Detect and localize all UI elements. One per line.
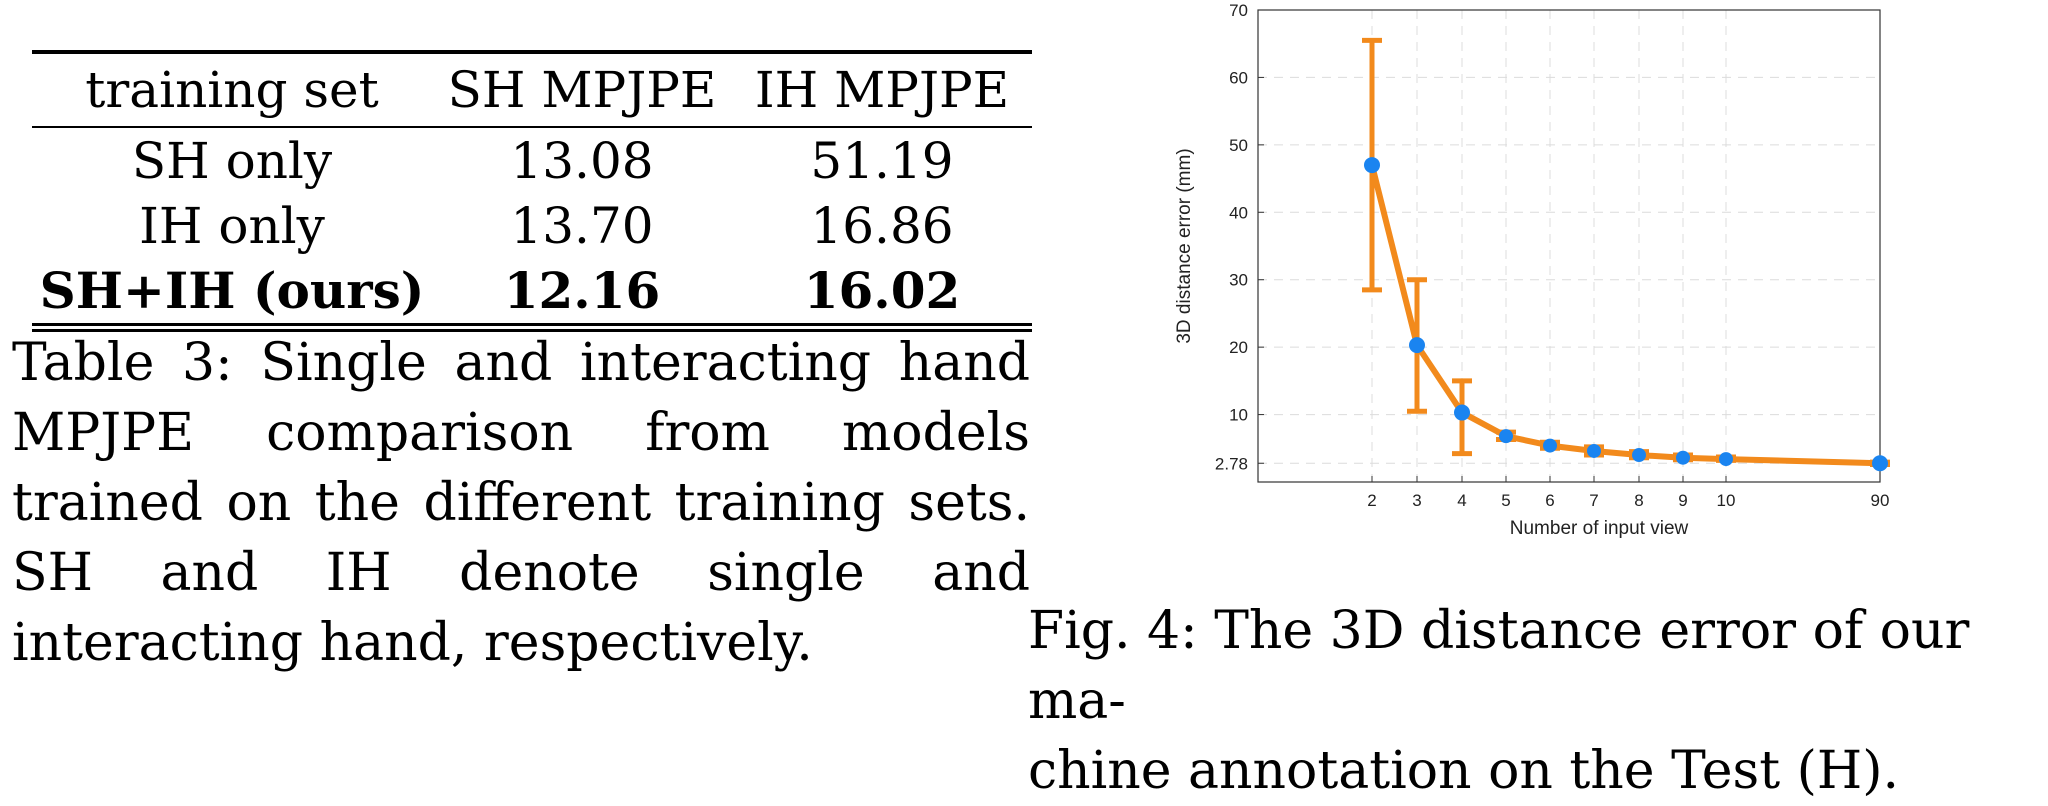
y-tick-label: 2.78	[1215, 454, 1248, 473]
cell-training-set: SH+IH (ours)	[39, 260, 425, 320]
x-tick-label: 6	[1545, 491, 1554, 510]
y-tick-label: 30	[1229, 271, 1248, 290]
cell-training-set: SH only	[131, 131, 333, 190]
x-tick-label: 2	[1367, 491, 1376, 510]
plot-frame	[1257, 9, 1881, 483]
table-row: SH only 13.08 51.19	[32, 128, 1032, 193]
cell-ih-mpjpe: 16.02	[803, 260, 961, 320]
x-tick-label: 90	[1871, 491, 1890, 510]
x-axis: 2 3 4 5 6 7 8 9 10 90	[1367, 476, 1889, 510]
table-caption: Table 3: Single and interacting hand MPJ…	[12, 333, 1030, 673]
x-tick-label: 8	[1634, 491, 1643, 510]
table-top-rule	[32, 50, 1032, 54]
table-row-ours: SH+IH (ours) 12.16 16.02	[32, 258, 1032, 323]
cell-sh-mpjpe: 13.08	[510, 131, 654, 190]
table-header-row: training set SH MPJPE IH MPJPE	[32, 54, 1032, 126]
table-mid-rule	[32, 126, 1032, 128]
header-sh-mpjpe: SH MPJPE	[447, 61, 717, 119]
x-tick-label: 7	[1589, 491, 1598, 510]
results-table: training set SH MPJPE IH MPJPE	[32, 54, 1032, 126]
y-tick-label: 50	[1229, 136, 1248, 155]
data-point	[1872, 455, 1888, 472]
header-ih-mpjpe: IH MPJPE	[754, 61, 1010, 119]
figure-caption-line-2: chine annotation on the Test (H).	[1028, 741, 1900, 801]
figure-caption-line-1: Fig. 4: The 3D distance error of our ma-	[1028, 601, 1970, 731]
data-point	[1409, 337, 1425, 354]
error-chart: 2.78 10 20 30 40 50 60 70 2 3 4 5 6 7 8 9 10 90 Number o…	[1160, 0, 1900, 550]
x-tick-label: 3	[1412, 491, 1421, 510]
grid-layer	[1258, 10, 1881, 482]
cell-sh-mpjpe: 13.70	[510, 196, 654, 255]
results-table-body: SH only 13.08 51.19 IH only 13.70 16.86 …	[32, 128, 1032, 323]
data-point	[1454, 404, 1470, 421]
y-axis: 2.78 10 20 30 40 50 60 70	[1215, 1, 1264, 473]
cell-ih-mpjpe: 16.86	[810, 196, 954, 255]
table-bottom-rule	[32, 323, 1032, 332]
y-tick-label: 10	[1229, 406, 1248, 425]
data-point	[1587, 443, 1601, 458]
y-tick-label: 70	[1229, 1, 1248, 20]
error-bars	[1362, 37, 1890, 467]
y-tick-label: 60	[1229, 68, 1248, 87]
data-point	[1719, 452, 1733, 467]
x-tick-label: 9	[1678, 491, 1687, 510]
data-point	[1364, 157, 1380, 174]
data-point	[1676, 450, 1690, 465]
x-tick-label: 10	[1717, 491, 1736, 510]
x-tick-label: 4	[1457, 491, 1466, 510]
data-point	[1632, 448, 1646, 463]
cell-training-set: IH only	[139, 196, 325, 255]
table-row: IH only 13.70 16.86	[32, 193, 1032, 258]
series-line	[1369, 162, 1883, 467]
data-point	[1543, 438, 1557, 453]
x-axis-title: Number of input view	[1510, 518, 1689, 539]
x-tick-label: 5	[1501, 491, 1510, 510]
y-tick-label: 40	[1229, 203, 1248, 222]
data-point	[1499, 429, 1513, 444]
cell-ih-mpjpe: 51.19	[810, 131, 954, 190]
results-table-block: training set SH MPJPE IH MPJPE SH only 1…	[32, 50, 1032, 332]
cell-sh-mpjpe: 12.16	[503, 260, 661, 320]
chart-canvas: 2.78 10 20 30 40 50 60 70 2 3 4 5 6 7 8 9 10 90 Number o…	[1174, 1, 1890, 539]
figure-caption: Fig. 4: The 3D distance error of our ma-…	[1028, 596, 2038, 806]
y-tick-label: 20	[1229, 338, 1248, 357]
header-training-set: training set	[85, 61, 379, 119]
y-axis-title: 3D distance error (mm)	[1174, 148, 1195, 343]
markers	[1364, 157, 1888, 472]
